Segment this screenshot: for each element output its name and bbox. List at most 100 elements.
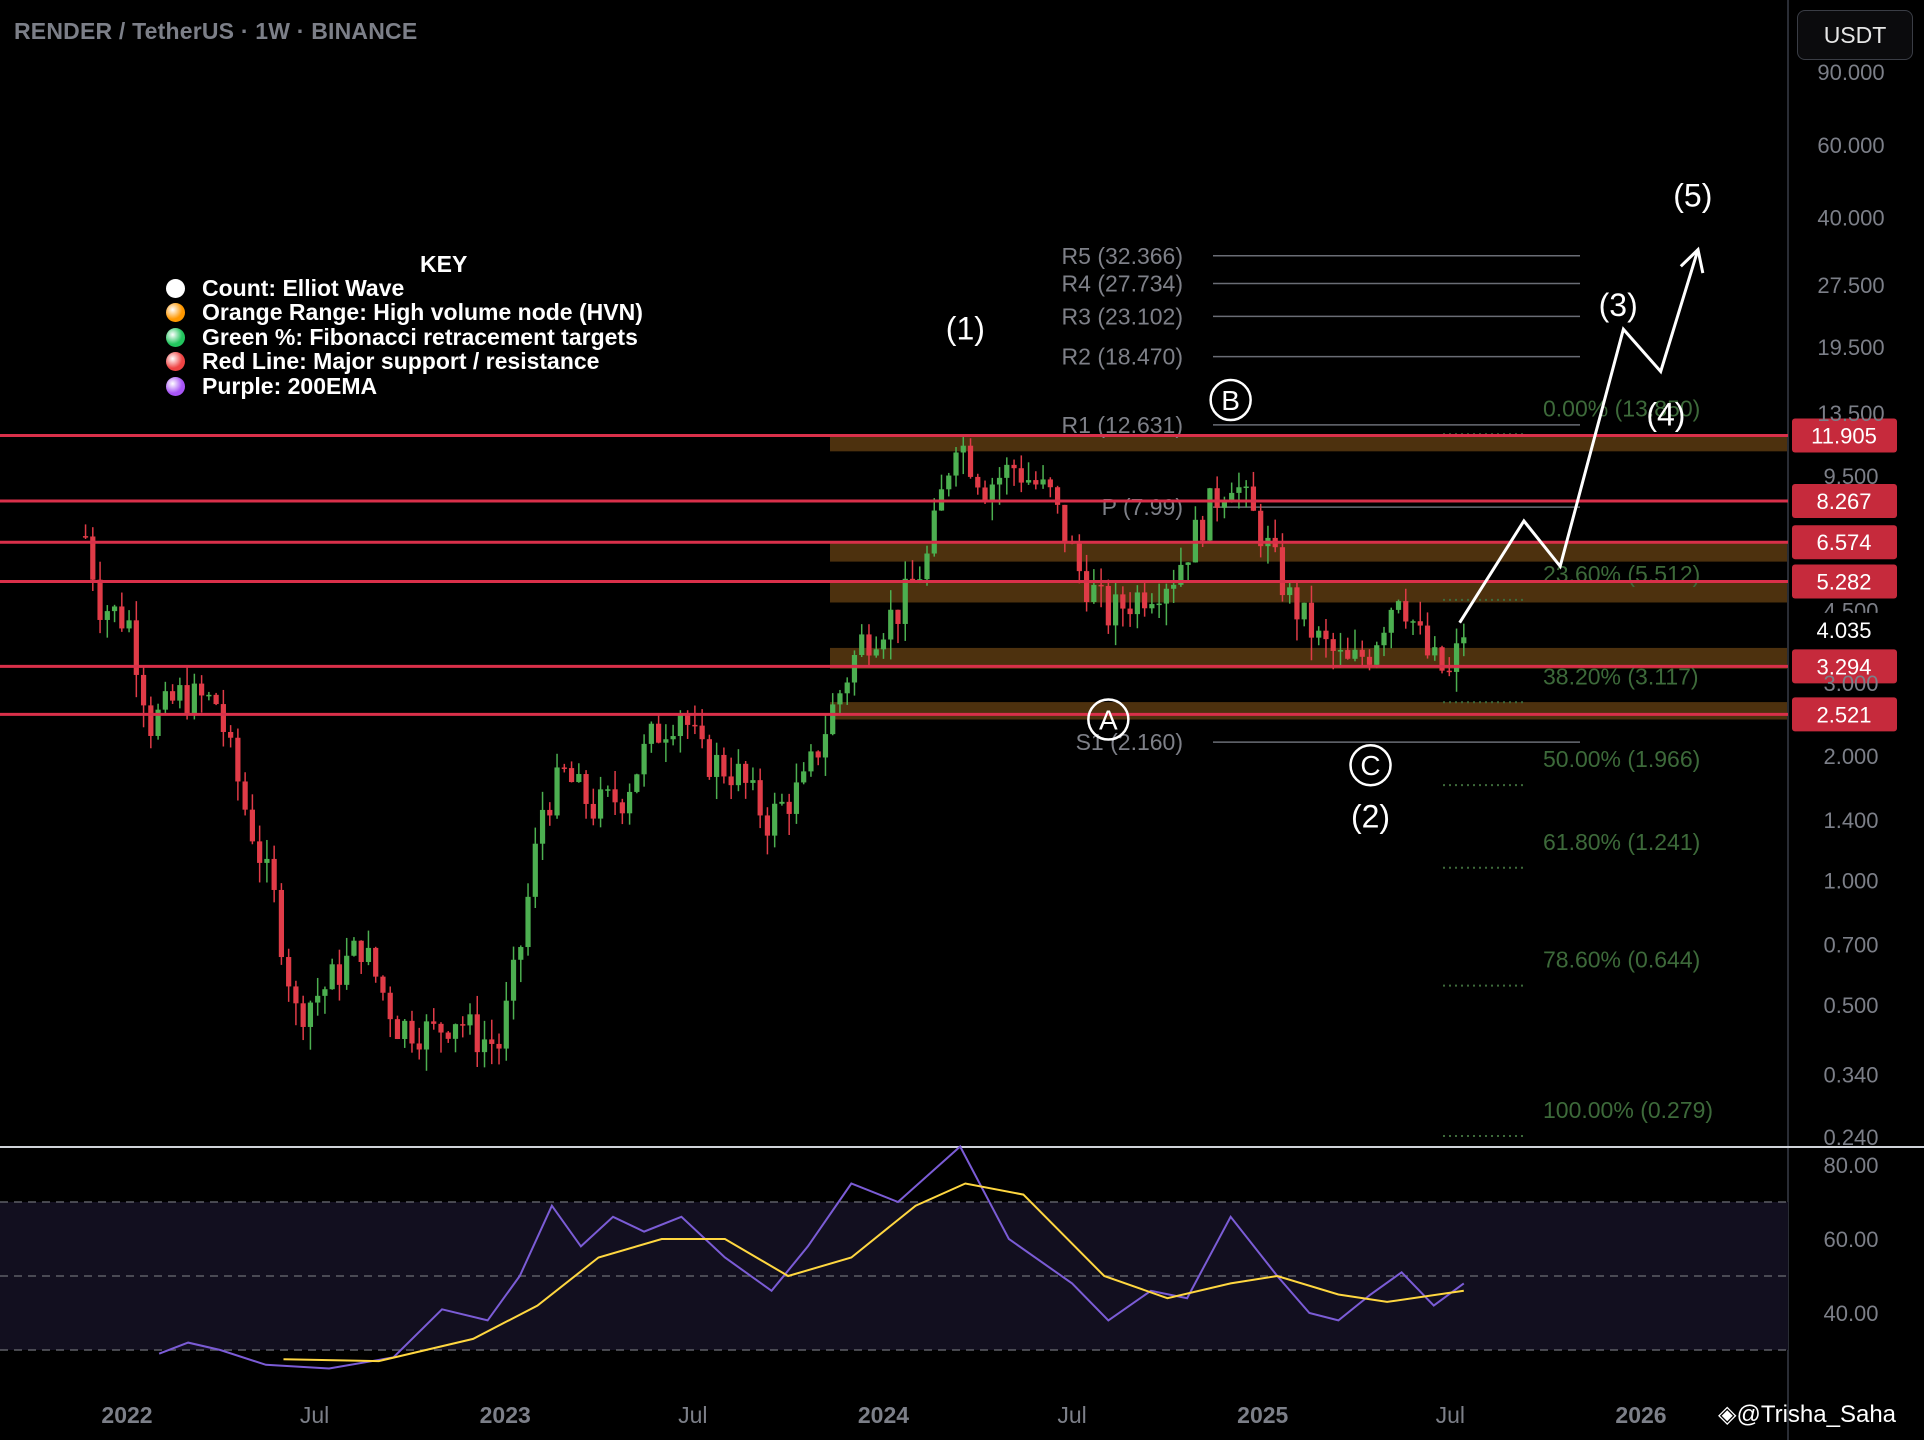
wave-label: (2) bbox=[1351, 799, 1390, 835]
rsi-axis-tick: 60.00 bbox=[1823, 1227, 1878, 1252]
price-tag bbox=[1792, 649, 1897, 684]
candle-body bbox=[764, 815, 771, 836]
rsi-axis-tick: 80.00 bbox=[1823, 1153, 1878, 1178]
key-item-support: Red Line: Major support / resistance bbox=[166, 349, 643, 373]
candle-body bbox=[873, 649, 879, 656]
candle-body bbox=[1395, 601, 1402, 610]
fib-label: 61.80% (1.241) bbox=[1543, 829, 1700, 855]
candle-body bbox=[358, 940, 364, 962]
price-axis-tick: 0.500 bbox=[1823, 993, 1878, 1018]
price-tag bbox=[1792, 525, 1897, 560]
candle-body bbox=[264, 858, 270, 863]
candle-body bbox=[438, 1023, 444, 1033]
candle-body bbox=[866, 634, 872, 656]
candle-body bbox=[518, 947, 524, 960]
candle-body bbox=[1330, 639, 1336, 651]
diamond-logo-icon: ◈ bbox=[1718, 1401, 1737, 1428]
candle-body bbox=[583, 774, 589, 804]
candle-body bbox=[467, 1014, 473, 1026]
candle-body bbox=[510, 959, 517, 1001]
candle-body bbox=[1142, 592, 1148, 609]
current-price-label: 4.035 bbox=[1816, 618, 1871, 643]
hvn-band bbox=[830, 647, 1788, 669]
candle-body bbox=[1388, 609, 1394, 633]
candle-body bbox=[199, 683, 205, 696]
candle-body bbox=[1301, 602, 1307, 620]
candle-body bbox=[503, 1000, 509, 1049]
candle-body bbox=[169, 691, 176, 701]
price-tag bbox=[1792, 697, 1897, 732]
candle-body bbox=[960, 445, 966, 453]
candle-body bbox=[184, 685, 190, 715]
candle-body bbox=[82, 536, 89, 538]
candle-body bbox=[757, 780, 763, 816]
candle-body bbox=[670, 736, 676, 740]
price-tag-label: 3.294 bbox=[1816, 654, 1871, 679]
price-tag bbox=[1792, 484, 1897, 519]
candle-body bbox=[126, 620, 132, 629]
purple-dot-icon bbox=[166, 376, 185, 396]
price-tag-label: 2.521 bbox=[1816, 702, 1871, 727]
rsi-ma-line bbox=[283, 1182, 1464, 1363]
currency-button[interactable]: USDT bbox=[1797, 10, 1913, 60]
green-dot-icon bbox=[166, 327, 185, 347]
hvn-band bbox=[830, 702, 1788, 720]
candle-body bbox=[750, 780, 756, 783]
candle-body bbox=[474, 1014, 480, 1053]
fib-label: 78.60% (0.644) bbox=[1543, 947, 1700, 973]
candle-body bbox=[656, 723, 662, 743]
candle-body bbox=[743, 763, 749, 783]
hvn-band bbox=[830, 580, 1788, 603]
wave-circle bbox=[1209, 378, 1252, 422]
candle-body bbox=[242, 781, 248, 810]
candle-body bbox=[808, 751, 814, 772]
candle-body bbox=[532, 843, 538, 897]
candle-body bbox=[228, 731, 234, 738]
pivot-label: S1 (2.160) bbox=[1076, 729, 1183, 755]
candle-body bbox=[1200, 519, 1206, 541]
candle-body bbox=[1316, 630, 1322, 638]
candle-body bbox=[1403, 601, 1409, 622]
candle-body bbox=[1163, 588, 1169, 604]
candle-body bbox=[111, 606, 118, 612]
candle-body bbox=[547, 809, 553, 816]
candle-body bbox=[634, 774, 640, 792]
candle-body bbox=[830, 704, 836, 735]
candle-body bbox=[1105, 585, 1111, 626]
candle-body bbox=[1127, 608, 1133, 615]
key-item-hvn: Orange Range: High volume node (HVN) bbox=[166, 300, 643, 324]
candle-body bbox=[953, 452, 959, 476]
time-axis-tick: 2022 bbox=[101, 1402, 152, 1428]
candle-body bbox=[162, 691, 168, 710]
pivot-label: P (7.99) bbox=[1102, 494, 1183, 520]
wave-label: (1) bbox=[946, 310, 985, 346]
candle-body bbox=[1134, 592, 1140, 615]
candle-body bbox=[329, 964, 335, 990]
candle-body bbox=[119, 606, 125, 629]
candle-body bbox=[445, 1032, 451, 1039]
fib-label: 100.00% (0.279) bbox=[1543, 1097, 1713, 1123]
author-watermark: ◈@Trisha_Saha bbox=[1718, 1401, 1897, 1428]
candle-body bbox=[982, 487, 988, 502]
price-tag-label: 8.267 bbox=[1816, 489, 1871, 514]
price-axis-tick: 0.700 bbox=[1823, 933, 1878, 958]
candle-body bbox=[721, 754, 727, 777]
fib-label: 50.00% (1.966) bbox=[1543, 746, 1700, 772]
candle-body bbox=[728, 776, 734, 786]
candle-body bbox=[1446, 670, 1452, 673]
candle-body bbox=[1214, 488, 1220, 508]
candle-body bbox=[133, 620, 139, 675]
price-axis-tick: 0.240 bbox=[1823, 1125, 1878, 1150]
time-axis-tick: 2023 bbox=[480, 1402, 531, 1428]
candle-body bbox=[1453, 643, 1460, 672]
candle-body bbox=[293, 986, 299, 1004]
candle-body bbox=[409, 1020, 415, 1044]
candle-body bbox=[286, 957, 292, 987]
candle-body bbox=[1337, 650, 1344, 652]
candle-body bbox=[104, 611, 110, 620]
candle-body bbox=[1417, 621, 1423, 626]
candle-body bbox=[235, 737, 241, 782]
time-axis-tick: Jul bbox=[1436, 1402, 1465, 1428]
price-axis-tick: 0.340 bbox=[1823, 1062, 1878, 1087]
